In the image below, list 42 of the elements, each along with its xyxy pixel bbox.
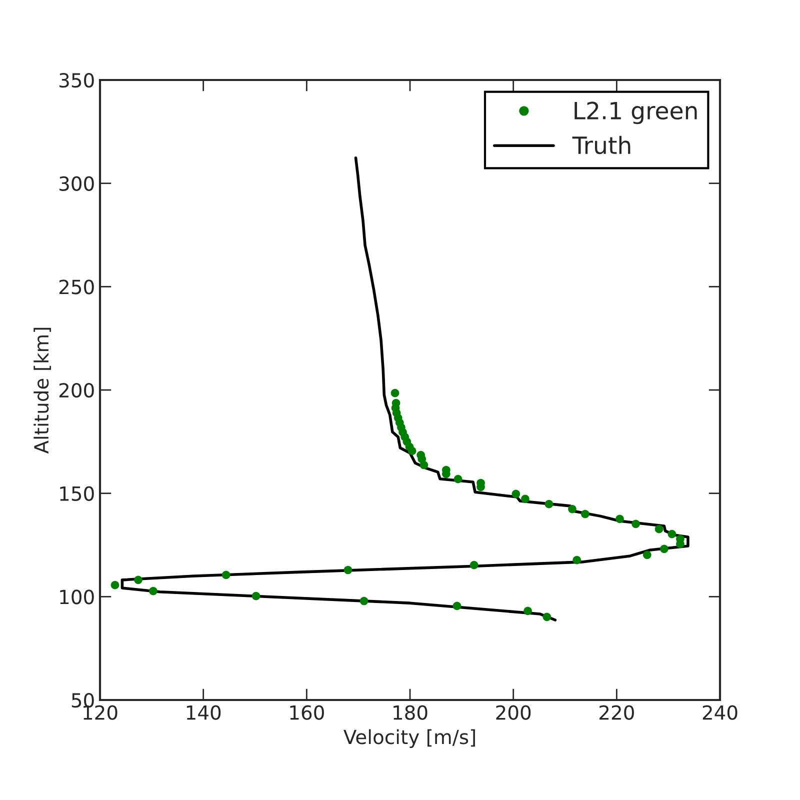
y-tick-label: 200 — [59, 382, 94, 398]
y-tick-label: 150 — [60, 486, 94, 501]
point — [668, 530, 676, 538]
point — [524, 606, 532, 616]
point — [544, 500, 554, 508]
y-tick-label: 100 — [60, 590, 94, 604]
x-tick-label: 160 — [290, 705, 324, 720]
point — [110, 580, 120, 590]
point — [616, 514, 624, 524]
point — [360, 596, 368, 606]
y-axis-title: Altitude [km] — [34, 328, 51, 454]
point — [568, 504, 576, 514]
x-tick-label: 180 — [394, 705, 428, 720]
point — [390, 388, 400, 398]
x-tick-label: 220 — [600, 705, 634, 720]
point — [149, 586, 158, 596]
x-tick-label: 240 — [702, 705, 738, 720]
y-tick-label: 300 — [60, 176, 94, 191]
point — [580, 510, 590, 518]
point — [632, 520, 640, 528]
x-axis-title: Velocity [m/s] — [344, 729, 475, 748]
point — [222, 570, 230, 580]
y-tick-label: 250 — [59, 280, 94, 294]
x-tick-label: 200 — [496, 705, 531, 720]
point — [660, 544, 668, 554]
point — [344, 566, 352, 574]
point — [572, 556, 582, 564]
y-tick-label: 350 — [60, 72, 94, 88]
point — [134, 576, 142, 584]
point — [654, 524, 664, 534]
point — [470, 560, 478, 570]
point — [252, 592, 260, 600]
legend-label: Truth — [572, 136, 630, 154]
point — [452, 602, 462, 610]
point — [454, 474, 462, 484]
x-tick-label: 140 — [186, 705, 221, 720]
point — [542, 612, 552, 622]
legend-label: L2.1 green — [574, 102, 697, 124]
line-series — [120, 156, 690, 622]
point — [521, 494, 530, 504]
point — [642, 550, 652, 560]
point — [512, 490, 520, 498]
